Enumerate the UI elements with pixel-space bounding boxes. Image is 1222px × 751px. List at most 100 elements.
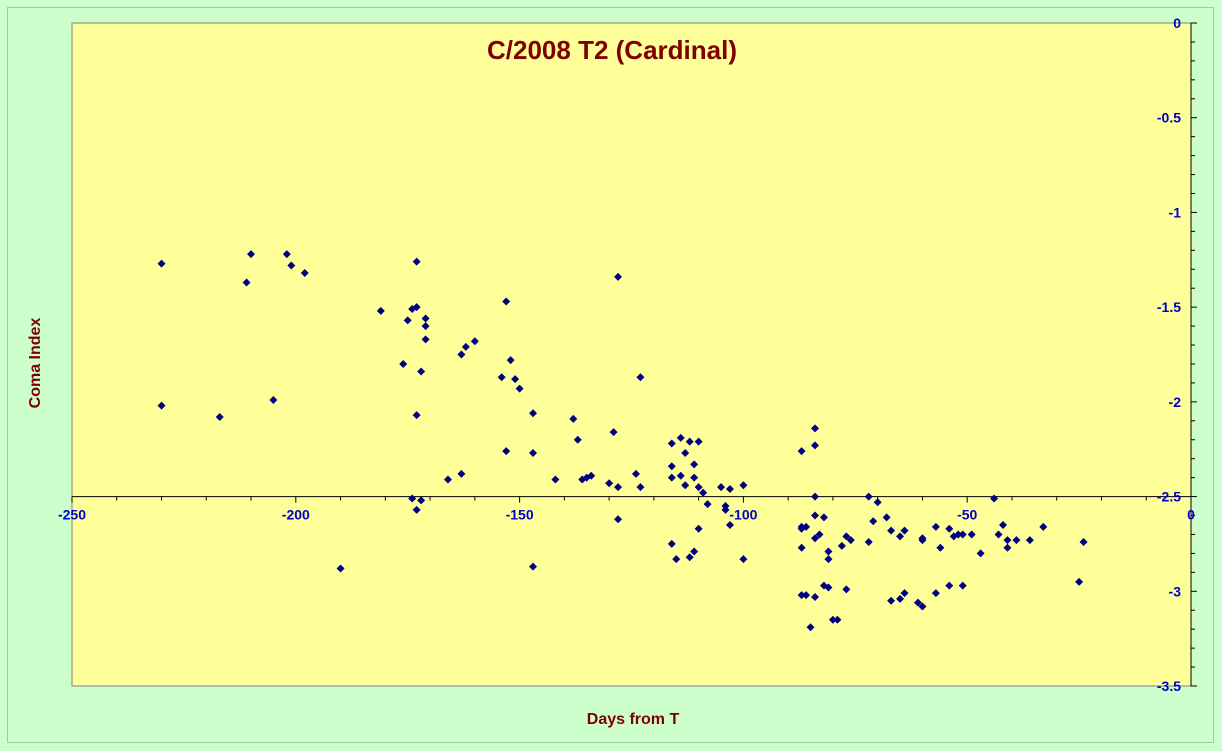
y-tick-label: -3.5 xyxy=(1157,678,1181,694)
data-point xyxy=(887,526,896,535)
data-point xyxy=(811,492,820,501)
x-tick-labels: -250 -200 -150 -100 -50 0 xyxy=(58,507,1195,523)
data-point xyxy=(157,259,166,268)
data-point xyxy=(502,447,511,456)
data-point xyxy=(1025,536,1034,545)
data-point xyxy=(511,375,520,384)
data-point xyxy=(896,594,905,603)
data-points xyxy=(157,250,1088,632)
data-point xyxy=(421,314,430,323)
x-tick-label: -100 xyxy=(729,507,757,523)
data-point xyxy=(667,473,676,482)
data-point xyxy=(811,441,820,450)
data-point xyxy=(215,413,224,422)
data-point xyxy=(399,359,408,368)
data-point xyxy=(824,555,833,564)
data-point xyxy=(502,297,511,306)
data-point xyxy=(506,356,515,365)
data-point xyxy=(694,437,703,446)
data-point xyxy=(954,530,963,539)
data-point xyxy=(833,615,842,624)
data-point xyxy=(900,589,909,598)
y-tick-label: -2.5 xyxy=(1157,489,1181,505)
data-point xyxy=(287,261,296,270)
data-point xyxy=(931,589,940,598)
data-point xyxy=(842,585,851,594)
data-point xyxy=(1039,522,1048,531)
data-point xyxy=(811,424,820,433)
data-point xyxy=(412,505,421,514)
chart-title: C/2008 T2 (Cardinal) xyxy=(487,35,737,65)
data-point xyxy=(967,530,976,539)
data-point xyxy=(837,541,846,550)
y-tick-label: -3 xyxy=(1169,583,1182,599)
data-point xyxy=(900,526,909,535)
data-point xyxy=(958,530,967,539)
data-point xyxy=(811,511,820,520)
data-point xyxy=(609,428,618,437)
data-point xyxy=(408,494,417,503)
x-tick-label: -250 xyxy=(58,507,86,523)
data-point xyxy=(873,498,882,507)
data-point xyxy=(896,532,905,541)
x-tick-label: 0 xyxy=(1187,507,1195,523)
data-point xyxy=(824,583,833,592)
data-point xyxy=(681,481,690,490)
data-point xyxy=(976,549,985,558)
data-point xyxy=(336,564,345,573)
data-point xyxy=(1075,577,1084,586)
data-point xyxy=(497,373,506,382)
data-point xyxy=(529,409,538,418)
y-tick-label: -2 xyxy=(1169,394,1182,410)
data-point xyxy=(443,475,452,484)
plot-area xyxy=(71,22,1192,687)
data-point xyxy=(739,481,748,490)
data-point xyxy=(529,449,538,458)
data-point xyxy=(157,401,166,410)
x-tick-label: -200 xyxy=(282,507,310,523)
scatter-chart: -250 -200 -150 -100 -50 0 0 -0.5 -1 -1.5 -2 -2.5 -3… xyxy=(27,15,1197,728)
data-point xyxy=(703,500,712,509)
data-point xyxy=(667,539,676,548)
data-point xyxy=(685,437,694,446)
data-point xyxy=(864,492,873,501)
data-point xyxy=(990,494,999,503)
y-tick-label: -1.5 xyxy=(1157,299,1181,315)
data-point xyxy=(412,257,421,266)
y-tick-labels: 0 -0.5 -1 -1.5 -2 -2.5 -3 -3.5 xyxy=(1157,15,1181,694)
x-axis-title: Days from T xyxy=(587,711,680,728)
data-point xyxy=(739,555,748,564)
data-point xyxy=(864,538,873,547)
data-point xyxy=(802,591,811,600)
data-point xyxy=(690,460,699,469)
data-point xyxy=(717,483,726,492)
data-point xyxy=(282,250,291,259)
data-point xyxy=(846,536,855,545)
data-point xyxy=(461,342,470,351)
data-point xyxy=(569,414,578,423)
data-point xyxy=(797,522,806,531)
data-point xyxy=(667,439,676,448)
data-point xyxy=(824,547,833,556)
data-point xyxy=(247,250,256,259)
data-point xyxy=(636,373,645,382)
data-point xyxy=(842,532,851,541)
data-point xyxy=(457,350,466,359)
data-point xyxy=(376,306,385,315)
data-point xyxy=(918,602,927,611)
data-point xyxy=(819,513,828,522)
data-point xyxy=(587,471,596,480)
data-point xyxy=(457,469,466,478)
data-point xyxy=(672,555,681,564)
data-point xyxy=(797,543,806,552)
data-point xyxy=(945,581,954,590)
data-point xyxy=(1003,543,1012,552)
data-point xyxy=(605,479,614,488)
data-point xyxy=(869,517,878,526)
data-point xyxy=(882,513,891,522)
data-point xyxy=(681,449,690,458)
data-point xyxy=(403,316,412,325)
data-point xyxy=(690,547,699,556)
data-point xyxy=(421,322,430,331)
data-point xyxy=(676,471,685,480)
